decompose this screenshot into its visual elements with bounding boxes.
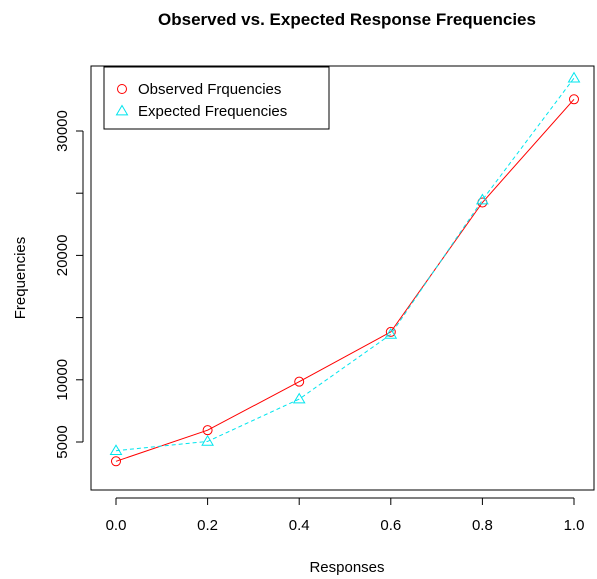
data-point xyxy=(202,425,213,436)
series-line-1 xyxy=(115,98,575,462)
x-tick-label: 0.2 xyxy=(197,517,218,534)
data-point xyxy=(292,392,306,404)
series-layer xyxy=(109,71,581,467)
data-point xyxy=(569,94,579,105)
data-point xyxy=(109,444,123,456)
data-point xyxy=(111,456,121,467)
data-point xyxy=(201,434,214,446)
legend-marker xyxy=(117,84,127,94)
legend: Observed Frquencies Expected Frequencies xyxy=(103,66,330,130)
y-axis: 5000 10000 20000 30000 xyxy=(54,110,84,459)
x-tick-label: 0.0 xyxy=(106,517,127,534)
data-point xyxy=(567,71,581,83)
plot-frame xyxy=(90,65,595,491)
y-tick-label: 5000 xyxy=(54,425,71,458)
y-tick-label: 30000 xyxy=(54,110,71,152)
data-point xyxy=(476,193,489,205)
series-line-2 xyxy=(115,77,575,452)
chart-title: Observed vs. Expected Response Frequenci… xyxy=(158,10,536,29)
x-tick-label: 1.0 xyxy=(564,517,585,534)
x-tick-label: 0.4 xyxy=(289,517,310,534)
legend-label: Expected Frequencies xyxy=(138,103,287,120)
legend-box xyxy=(103,66,330,130)
x-tick-label: 0.6 xyxy=(380,517,401,534)
legend-marker xyxy=(115,104,129,116)
x-tick-label: 0.8 xyxy=(472,517,493,534)
y-tick-label: 20000 xyxy=(54,235,71,277)
x-axis-label: Responses xyxy=(309,559,384,576)
data-point xyxy=(294,376,305,387)
x-axis: 0.0 0.2 0.4 0.6 0.8 1.0 xyxy=(106,497,585,534)
legend-label: Observed Frquencies xyxy=(138,81,281,98)
y-tick-label: 10000 xyxy=(54,359,71,401)
data-point xyxy=(384,327,398,339)
data-point xyxy=(385,326,396,337)
y-axis-label: Frequencies xyxy=(12,237,29,320)
